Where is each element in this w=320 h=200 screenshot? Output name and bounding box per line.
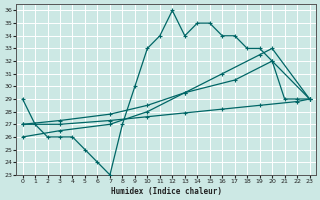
X-axis label: Humidex (Indice chaleur): Humidex (Indice chaleur) [111,187,221,196]
